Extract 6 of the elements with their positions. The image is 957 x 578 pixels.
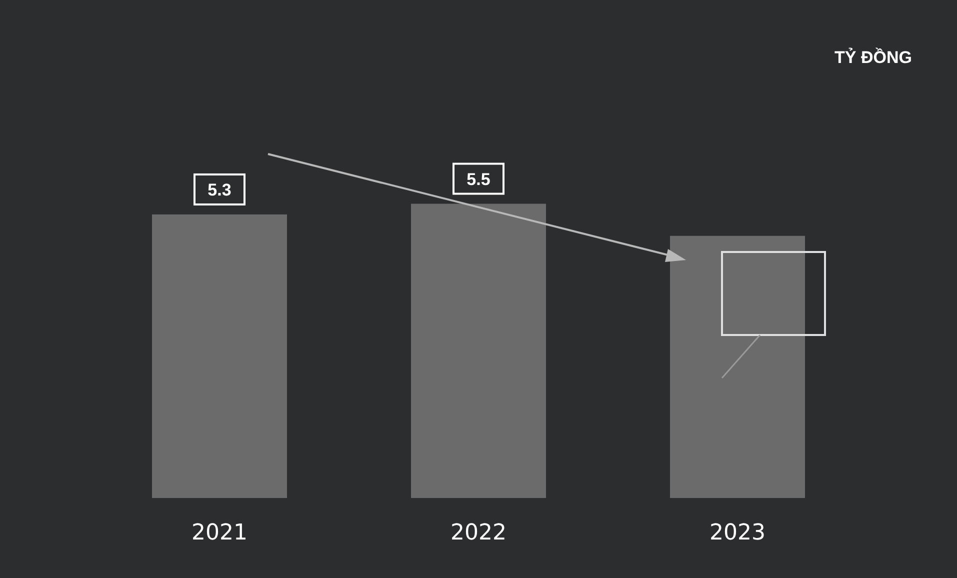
x-tick-label: 2023 bbox=[710, 520, 766, 546]
data-label: 5.3 bbox=[208, 180, 232, 200]
text: TỶ ĐỒNG bbox=[834, 48, 912, 68]
x-tick-label: 2022 bbox=[450, 520, 506, 546]
x-tick-label: 2021 bbox=[192, 520, 248, 546]
data-label: 5.5 bbox=[466, 170, 490, 189]
